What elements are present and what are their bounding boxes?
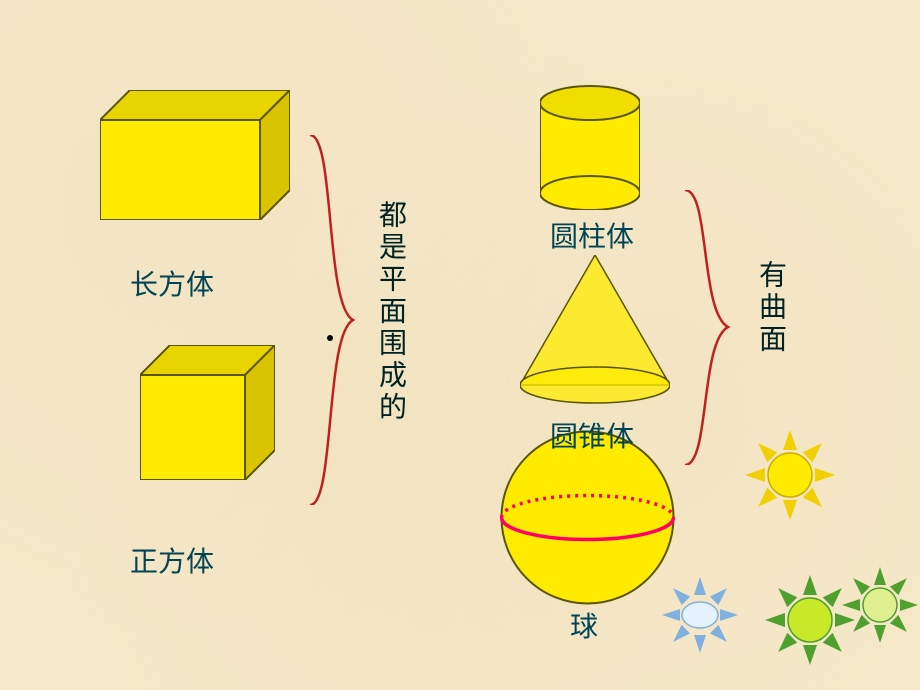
cone-shape <box>520 255 670 405</box>
center-text-curved: 有曲面 <box>750 260 790 356</box>
decor-sun-lightgreen <box>842 567 918 643</box>
label-cylinder: 圆柱体 <box>550 215 634 255</box>
cuboid-shape <box>100 90 290 220</box>
decor-sun-blue <box>662 577 738 653</box>
label-cuboid: 长方体 <box>130 263 214 303</box>
label-sphere: 球 <box>570 605 598 645</box>
cube-shape <box>140 345 275 480</box>
center-text-flat: 都是平面围成的 <box>370 200 410 424</box>
bracket-right <box>680 190 730 465</box>
center-dot <box>327 335 333 341</box>
cylinder-shape <box>540 85 640 210</box>
decor-sun-yellow <box>745 430 835 520</box>
label-cube: 正方体 <box>130 540 214 580</box>
sphere-shape <box>500 430 675 605</box>
bracket-left <box>305 135 355 505</box>
label-cone: 圆锥体 <box>550 415 634 455</box>
